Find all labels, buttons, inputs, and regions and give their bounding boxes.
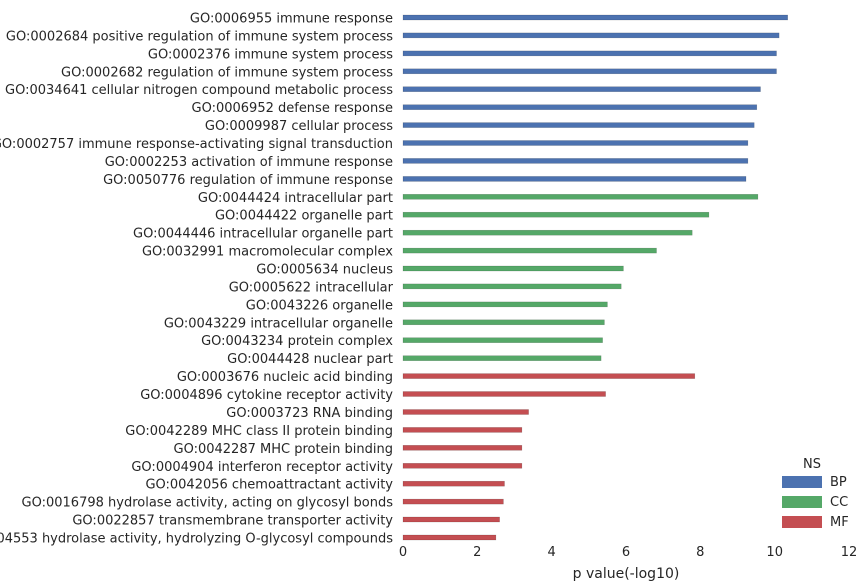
category-label: GO:0002684 positive regulation of immune… — [6, 29, 393, 44]
legend: NS BP CC MF — [782, 457, 849, 530]
category-label: GO:0044446 intracellular organelle part — [133, 227, 393, 242]
bar — [402, 14, 788, 21]
bar — [402, 498, 504, 505]
bar — [402, 247, 657, 254]
legend-label: MF — [830, 515, 849, 530]
x-tick-label: 8 — [696, 545, 704, 560]
bar — [402, 445, 523, 451]
category-label: GO:0042056 chemoattractant activity — [145, 478, 393, 493]
x-axis-ticks: 0 2 4 6 8 10 12 — [399, 545, 857, 560]
bar — [402, 32, 780, 39]
legend-label: CC — [830, 495, 848, 510]
category-label: GO:0006955 immune response — [190, 12, 393, 27]
bar — [402, 283, 622, 290]
category-label: GO:0004896 cytokine receptor activity — [140, 388, 393, 403]
bar — [402, 122, 755, 128]
bar — [402, 229, 693, 236]
bar — [402, 391, 606, 397]
bar — [402, 104, 758, 110]
category-label: GO:0043234 protein complex — [201, 334, 393, 349]
category-label: GO:0043226 organelle — [246, 298, 393, 313]
category-label: GO:0042289 MHC class II protein binding — [125, 424, 393, 439]
bar — [402, 176, 747, 182]
bar — [402, 319, 605, 326]
x-tick-label: 10 — [766, 545, 783, 560]
category-label: GO:0044428 nuclear part — [227, 352, 393, 367]
legend-swatch — [782, 476, 822, 488]
category-label: GO:0022857 transmembrane transporter act… — [72, 514, 393, 529]
bar — [402, 480, 505, 487]
bar — [402, 301, 608, 308]
category-label: GO:0004553 hydrolase activity, hydrolyzi… — [0, 532, 393, 547]
bar — [402, 337, 603, 343]
bar — [402, 516, 500, 523]
legend-label: BP — [830, 475, 847, 490]
category-label: GO:0016798 hydrolase activity, acting on… — [22, 496, 394, 511]
category-label: GO:0003676 nucleic acid binding — [177, 370, 393, 385]
legend-title: NS — [803, 457, 821, 472]
category-label: GO:0006952 defense response — [192, 101, 394, 116]
category-label: GO:0005634 nucleus — [256, 263, 393, 278]
legend-swatch — [782, 516, 822, 528]
bar — [402, 534, 497, 541]
category-label: GO:0044422 organelle part — [215, 209, 393, 224]
category-label: GO:0003723 RNA binding — [226, 406, 393, 421]
bar — [402, 355, 602, 361]
category-label: GO:0042287 MHC protein binding — [174, 442, 394, 457]
bar — [402, 158, 749, 164]
category-label: GO:0043229 intracellular organelle — [164, 316, 393, 331]
bar — [402, 427, 523, 433]
bar — [402, 194, 759, 200]
category-label: GO:0002757 immune response-activating si… — [0, 137, 393, 152]
bars-layer — [402, 14, 788, 541]
x-tick-label: 6 — [622, 545, 630, 560]
category-label: GO:0002376 immune system process — [148, 47, 393, 62]
bar — [402, 140, 749, 146]
legend-swatch — [782, 496, 822, 508]
bar — [402, 265, 624, 272]
category-label: GO:0002253 activation of immune response — [105, 155, 393, 170]
bar — [402, 86, 761, 92]
category-label: GO:0034641 cellular nitrogen compound me… — [5, 83, 393, 98]
category-label: GO:0032991 macromolecular complex — [142, 245, 393, 260]
bar — [402, 409, 529, 415]
x-tick-label: 4 — [548, 545, 556, 560]
bar — [402, 211, 710, 218]
category-label: GO:0005622 intracellular — [229, 280, 394, 295]
legend-items: BP CC MF — [782, 475, 849, 530]
x-axis-title: p value(-log10) — [573, 566, 680, 582]
category-label: GO:0050776 regulation of immune response — [103, 173, 393, 188]
bar — [402, 50, 777, 57]
category-labels: GO:0006955 immune response GO:0002684 pos… — [0, 12, 394, 547]
bar — [402, 68, 777, 75]
category-label: GO:0004904 interferon receptor activity — [131, 460, 393, 475]
x-tick-label: 12 — [841, 545, 858, 560]
category-label: GO:0002682 regulation of immune system p… — [61, 65, 393, 80]
x-tick-label: 0 — [399, 545, 407, 560]
bar — [402, 373, 696, 379]
category-label: GO:0009987 cellular process — [205, 119, 393, 134]
bar — [402, 463, 523, 469]
category-label: GO:0044424 intracellular part — [198, 191, 393, 206]
x-tick-label: 2 — [473, 545, 481, 560]
